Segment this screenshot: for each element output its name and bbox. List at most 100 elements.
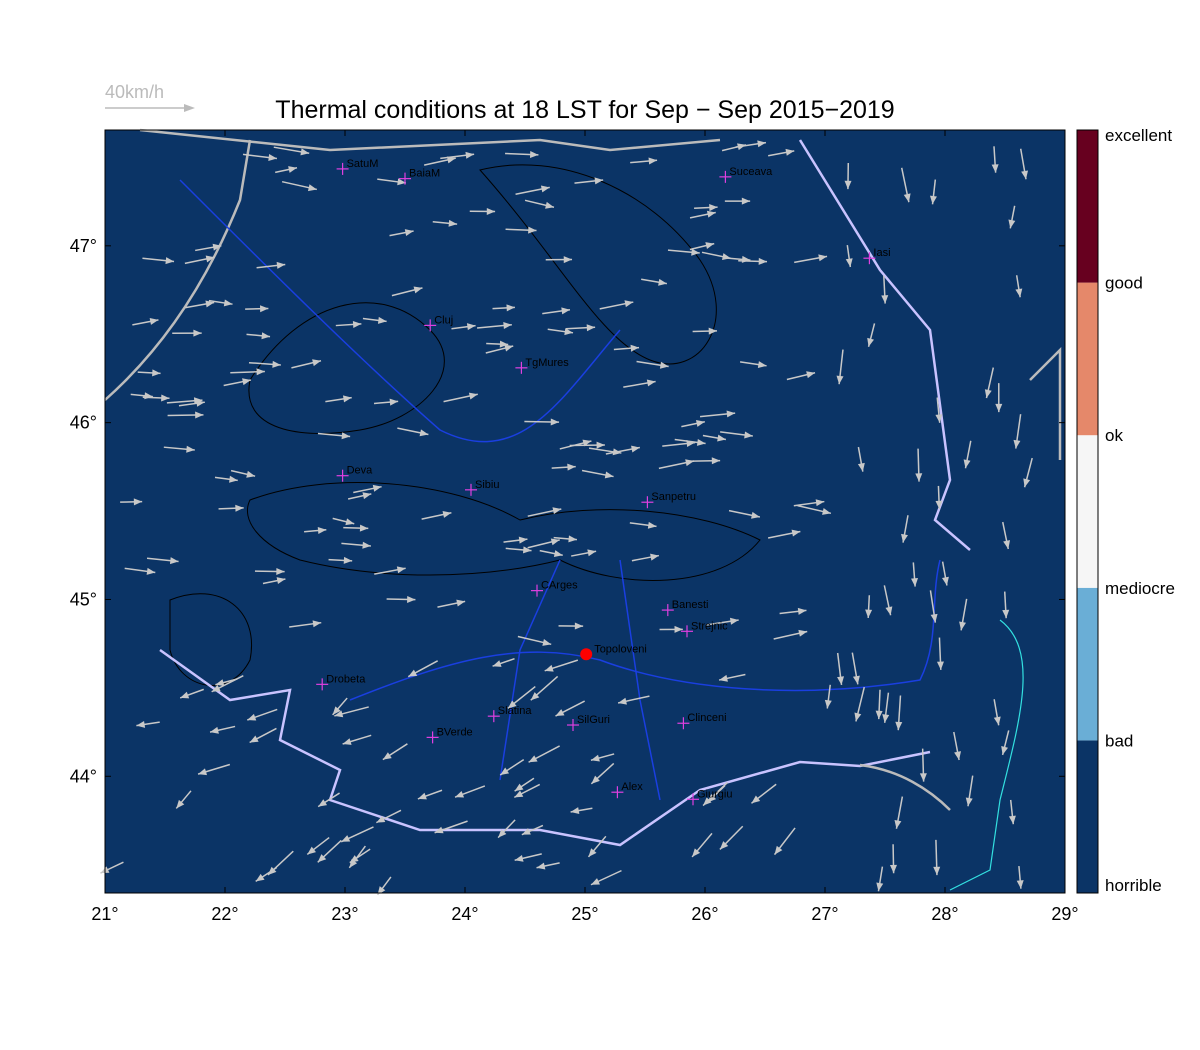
colorbar-label: mediocre [1105, 579, 1175, 598]
arrow-head [528, 226, 537, 234]
wind-arrow [397, 427, 429, 437]
wind-arrow [246, 332, 271, 340]
arrow-head [193, 329, 202, 337]
wind-arrow [555, 700, 585, 717]
wind-arrow [492, 658, 515, 667]
wind-arrow [773, 827, 796, 856]
wind-arrow [569, 441, 605, 449]
wind-arrow [797, 504, 832, 515]
wind-arrow [317, 432, 351, 440]
wind-arrow [184, 255, 215, 265]
arrow-head [590, 754, 600, 762]
wind-arrow [739, 361, 767, 369]
wind-arrow [702, 434, 727, 442]
city-marker [661, 604, 674, 617]
wind-arrow [1019, 148, 1029, 180]
arrow-head [396, 566, 406, 574]
wind-arrow [389, 229, 414, 237]
arrow-head [377, 316, 387, 324]
colorbar-label: ok [1105, 426, 1123, 445]
colorbar-band [1077, 282, 1098, 436]
wind-arrow [883, 585, 893, 616]
arrow-head [791, 529, 801, 537]
arrow-head [1003, 540, 1011, 549]
arrow-head [741, 197, 751, 205]
wind-arrow [911, 562, 919, 587]
arrow-head [362, 541, 371, 549]
arrow-head [901, 533, 908, 543]
x-tick-label: 29° [1051, 904, 1078, 924]
wind-arrow [599, 300, 634, 310]
wind-arrow [451, 323, 476, 331]
arrow-head [349, 855, 359, 863]
arrow-head [498, 829, 507, 838]
arrow-head [530, 692, 540, 701]
wind-arrow [291, 359, 322, 369]
arrow-head [709, 204, 718, 212]
arrow-head [455, 790, 465, 798]
city-label: Iasi [873, 247, 890, 259]
arrow-head [933, 866, 941, 876]
wind-arrow [718, 673, 746, 682]
arrow-head [193, 397, 203, 405]
wind-arrow [1002, 521, 1011, 550]
colorbar-band [1077, 740, 1098, 893]
arrow-head [885, 606, 893, 616]
highlight-marker [580, 648, 593, 661]
wind-arrow [505, 546, 532, 554]
arrow-head [959, 621, 967, 631]
wind-arrow [527, 507, 562, 517]
wind-arrow [146, 557, 179, 565]
wind-arrow [558, 622, 584, 630]
wind-arrow [929, 179, 937, 205]
wind-arrow [514, 853, 542, 862]
wind-arrow [281, 180, 317, 192]
wind-arrow [528, 745, 560, 763]
arrow-head [705, 242, 715, 249]
wind-arrow [492, 304, 515, 312]
map-overlay: SatuM BaiaM Suceava Iasi Cluj TgMures Deva Sibi… [104, 130, 1066, 893]
arrow-head [413, 286, 423, 294]
wind-arrow [779, 607, 807, 615]
wind-arrow [667, 248, 700, 256]
arrow-head [785, 148, 795, 156]
arrow-head [564, 328, 574, 336]
wind-arrow [768, 148, 795, 157]
title: Thermal conditions at 18 LST for Sep − S… [275, 96, 894, 124]
wind-arrow [454, 785, 486, 798]
arrow-head [465, 151, 475, 159]
arrow-head [149, 317, 159, 325]
wind-arrow [248, 360, 281, 368]
wind-arrow [1013, 414, 1022, 449]
arrow-head [136, 720, 146, 728]
arrow-head [594, 177, 604, 185]
wind-arrow [332, 697, 348, 716]
wind-arrow [376, 809, 402, 824]
wind-arrow [349, 848, 371, 864]
wind-arrow [545, 256, 573, 264]
wind-arrow [689, 210, 716, 219]
colorbar-label: horrible [1105, 876, 1162, 895]
arrow-head [894, 819, 902, 829]
wind-arrow [674, 438, 706, 446]
arrow-head [995, 403, 1003, 413]
wind-arrow [486, 340, 509, 348]
wind-arrow [469, 207, 496, 215]
arrow-head [260, 305, 269, 313]
arrow-head [876, 882, 884, 892]
arrow-head [591, 775, 600, 784]
y-tick-label: 45° [70, 589, 97, 609]
wind-arrow [889, 844, 897, 874]
wind-arrow [124, 567, 156, 575]
wind-arrow [836, 349, 844, 385]
wind-arrow [984, 367, 995, 399]
arrow-head [542, 639, 552, 646]
wind-arrow [991, 146, 999, 173]
arrow-head [852, 675, 860, 685]
arrow-head [707, 794, 717, 803]
colorbar-band [1077, 435, 1098, 588]
arrow-head [659, 361, 669, 369]
wind-arrow [544, 659, 579, 672]
wind-arrow [901, 515, 909, 543]
arrow-head [504, 344, 514, 352]
